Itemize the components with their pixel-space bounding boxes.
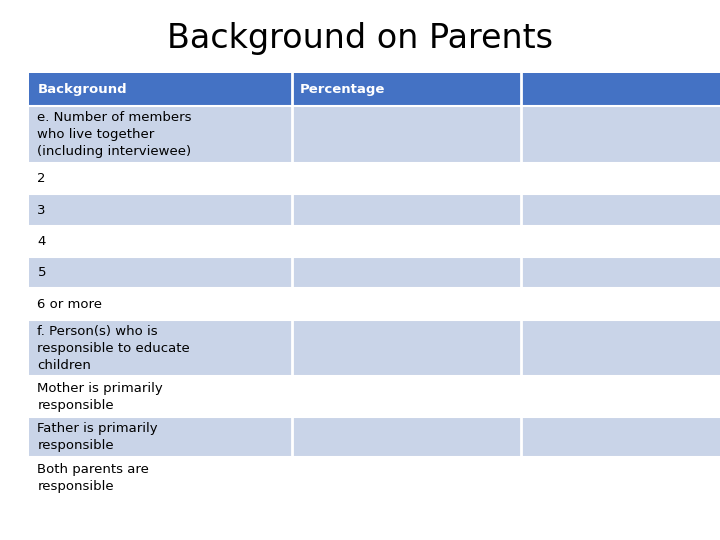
FancyBboxPatch shape — [29, 288, 292, 320]
FancyBboxPatch shape — [29, 417, 292, 457]
Text: 2: 2 — [37, 172, 46, 185]
Text: Mother is primarily
responsible: Mother is primarily responsible — [37, 382, 163, 411]
FancyBboxPatch shape — [29, 320, 292, 376]
FancyBboxPatch shape — [521, 73, 720, 106]
FancyBboxPatch shape — [292, 106, 521, 163]
FancyBboxPatch shape — [521, 226, 720, 257]
FancyBboxPatch shape — [292, 194, 521, 226]
FancyBboxPatch shape — [292, 226, 521, 257]
FancyBboxPatch shape — [292, 73, 521, 106]
Text: f. Person(s) who is
responsible to educate
children: f. Person(s) who is responsible to educa… — [37, 325, 190, 372]
Text: 3: 3 — [37, 204, 46, 217]
Text: 6 or more: 6 or more — [37, 298, 102, 310]
Text: Background on Parents: Background on Parents — [167, 22, 553, 55]
FancyBboxPatch shape — [29, 376, 292, 417]
FancyBboxPatch shape — [521, 257, 720, 288]
Text: Both parents are
responsible: Both parents are responsible — [37, 463, 149, 492]
FancyBboxPatch shape — [521, 320, 720, 376]
Text: Percentage: Percentage — [300, 83, 386, 96]
FancyBboxPatch shape — [521, 457, 720, 498]
FancyBboxPatch shape — [521, 106, 720, 163]
FancyBboxPatch shape — [521, 163, 720, 194]
FancyBboxPatch shape — [292, 257, 521, 288]
Text: Background: Background — [37, 83, 127, 96]
FancyBboxPatch shape — [29, 226, 292, 257]
FancyBboxPatch shape — [29, 194, 292, 226]
Text: 4: 4 — [37, 235, 46, 248]
FancyBboxPatch shape — [29, 163, 292, 194]
FancyBboxPatch shape — [292, 417, 521, 457]
FancyBboxPatch shape — [521, 417, 720, 457]
FancyBboxPatch shape — [292, 457, 521, 498]
FancyBboxPatch shape — [292, 320, 521, 376]
Text: 5: 5 — [37, 266, 46, 279]
Text: e. Number of members
who live together
(including interviewee): e. Number of members who live together (… — [37, 111, 192, 158]
Text: Father is primarily
responsible: Father is primarily responsible — [37, 422, 158, 452]
FancyBboxPatch shape — [292, 163, 521, 194]
FancyBboxPatch shape — [29, 457, 292, 498]
FancyBboxPatch shape — [521, 288, 720, 320]
FancyBboxPatch shape — [29, 257, 292, 288]
FancyBboxPatch shape — [29, 106, 292, 163]
FancyBboxPatch shape — [29, 73, 292, 106]
FancyBboxPatch shape — [292, 288, 521, 320]
FancyBboxPatch shape — [521, 376, 720, 417]
FancyBboxPatch shape — [292, 376, 521, 417]
FancyBboxPatch shape — [521, 194, 720, 226]
